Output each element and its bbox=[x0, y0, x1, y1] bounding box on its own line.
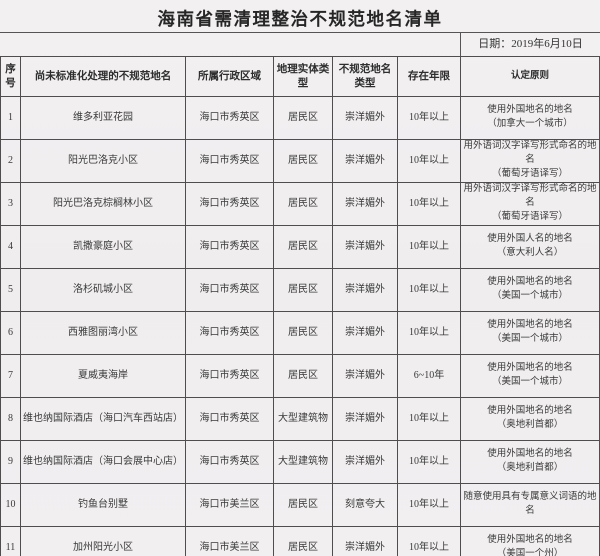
table-cell: 居民区 bbox=[274, 226, 333, 269]
table-cell: 居民区 bbox=[274, 527, 333, 556]
row-number-cell: 1 bbox=[1, 97, 21, 140]
table-cell: 崇洋媚外 bbox=[333, 355, 398, 398]
table-cell: 海口市美兰区 bbox=[186, 527, 274, 556]
table-cell: 用外语词汉字译写形式命名的地名 （葡萄牙语译写） bbox=[461, 140, 600, 183]
table-cell: 居民区 bbox=[274, 140, 333, 183]
table-cell: 刻意夸大 bbox=[333, 484, 398, 527]
table-cell: 居民区 bbox=[274, 355, 333, 398]
table-cell: 使用外国人名的地名 （意大利人名） bbox=[461, 226, 600, 269]
table-cell: 使用外国地名的地名 （美国一个城市） bbox=[461, 355, 600, 398]
row-number-cell: 3 bbox=[1, 183, 21, 226]
row-number-cell: 8 bbox=[1, 398, 21, 441]
table-cell: 随意使用具有专属意义词语的地名 bbox=[461, 484, 600, 527]
table-cell: 崇洋媚外 bbox=[333, 398, 398, 441]
table-cell: 加州阳光小区 bbox=[21, 527, 186, 556]
table-cell: 阳光巴洛克小区 bbox=[21, 140, 186, 183]
table-cell: 海口市秀英区 bbox=[186, 183, 274, 226]
table-cell: 维也纳国际酒店（海口会展中心店） bbox=[21, 441, 186, 484]
row-number-cell: 2 bbox=[1, 140, 21, 183]
table-cell: 居民区 bbox=[274, 183, 333, 226]
column-header: 序号 bbox=[1, 57, 21, 97]
table-cell: 居民区 bbox=[274, 312, 333, 355]
table-cell: 维也纳国际酒店（海口汽车西站店） bbox=[21, 398, 186, 441]
table-cell: 西雅图丽湾小区 bbox=[21, 312, 186, 355]
table-cell: 10年以上 bbox=[398, 97, 461, 140]
table-cell: 用外语词汉字译写形式命名的地名 （葡萄牙语译写） bbox=[461, 183, 600, 226]
row-number-cell: 7 bbox=[1, 355, 21, 398]
row-number-cell: 11 bbox=[1, 527, 21, 556]
table-cell: 凯撒豪庭小区 bbox=[21, 226, 186, 269]
table-cell: 使用外国地名的地名 （奥地利首都） bbox=[461, 441, 600, 484]
table-cell: 10年以上 bbox=[398, 183, 461, 226]
column-header: 不规范地名类型 bbox=[333, 57, 398, 97]
table-cell: 崇洋媚外 bbox=[333, 140, 398, 183]
table-cell: 使用外国地名的地名 （美国一个城市） bbox=[461, 312, 600, 355]
table-cell: 10年以上 bbox=[398, 441, 461, 484]
table-cell: 10年以上 bbox=[398, 140, 461, 183]
row-number-cell: 9 bbox=[1, 441, 21, 484]
table-cell: 10年以上 bbox=[398, 269, 461, 312]
table-grid: 序号 尚未标准化处理的不规范地名 所属行政区域 地理实体类型 不规范地名类型 存在年限 认定… bbox=[0, 56, 600, 556]
document-title: 海南省需清理整治不规范地名清单 bbox=[157, 9, 443, 29]
table-cell: 使用外国地名的地名 （美国一个城市） bbox=[461, 269, 600, 312]
table-cell: 海口市秀英区 bbox=[186, 355, 274, 398]
table-cell: 崇洋媚外 bbox=[333, 97, 398, 140]
table-cell: 阳光巴洛克棕榈林小区 bbox=[21, 183, 186, 226]
column-header: 所属行政区域 bbox=[186, 57, 274, 97]
table-cell: 10年以上 bbox=[398, 484, 461, 527]
table-cell: 居民区 bbox=[274, 484, 333, 527]
table-cell: 崇洋媚外 bbox=[333, 527, 398, 556]
date-strip: 日期：2019年6月10日 bbox=[0, 32, 600, 56]
table-cell: 海口市秀英区 bbox=[186, 226, 274, 269]
table-cell: 使用外国地名的地名 （奥地利首都） bbox=[461, 398, 600, 441]
table-cell: 海口市秀英区 bbox=[186, 269, 274, 312]
column-header: 地理实体类型 bbox=[274, 57, 333, 97]
table-cell: 使用外国地名的地名 （加拿大一个城市） bbox=[461, 97, 600, 140]
column-header: 尚未标准化处理的不规范地名 bbox=[21, 57, 186, 97]
column-header: 存在年限 bbox=[398, 57, 461, 97]
table-cell: 6~10年 bbox=[398, 355, 461, 398]
column-header: 认定原则 bbox=[461, 57, 600, 97]
table-cell: 崇洋媚外 bbox=[333, 183, 398, 226]
table-cell: 夏威夷海岸 bbox=[21, 355, 186, 398]
table-cell: 10年以上 bbox=[398, 398, 461, 441]
table-cell: 大型建筑物 bbox=[274, 441, 333, 484]
table-cell: 居民区 bbox=[274, 97, 333, 140]
row-number-cell: 5 bbox=[1, 269, 21, 312]
table-cell: 10年以上 bbox=[398, 527, 461, 556]
table-cell: 使用外国地名的地名 （美国一个州） bbox=[461, 527, 600, 556]
table-cell: 洛杉矶城小区 bbox=[21, 269, 186, 312]
table-cell: 崇洋媚外 bbox=[333, 441, 398, 484]
table-cell: 10年以上 bbox=[398, 226, 461, 269]
table-cell: 崇洋媚外 bbox=[333, 269, 398, 312]
table-cell: 海口市秀英区 bbox=[186, 398, 274, 441]
row-number-cell: 10 bbox=[1, 484, 21, 527]
table-cell: 大型建筑物 bbox=[274, 398, 333, 441]
table-cell: 海口市秀英区 bbox=[186, 441, 274, 484]
table-cell: 10年以上 bbox=[398, 312, 461, 355]
table-cell: 崇洋媚外 bbox=[333, 226, 398, 269]
table-cell: 海口市美兰区 bbox=[186, 484, 274, 527]
table-cell: 居民区 bbox=[274, 269, 333, 312]
table-cell: 海口市秀英区 bbox=[186, 140, 274, 183]
row-number-cell: 4 bbox=[1, 226, 21, 269]
table-cell: 海口市秀英区 bbox=[186, 312, 274, 355]
table-cell: 崇洋媚外 bbox=[333, 312, 398, 355]
table-cell: 钓鱼台别墅 bbox=[21, 484, 186, 527]
row-number-cell: 6 bbox=[1, 312, 21, 355]
table-cell: 维多利亚花园 bbox=[21, 97, 186, 140]
date-label: 日期：2019年6月10日 bbox=[460, 33, 600, 56]
table-cell: 海口市秀英区 bbox=[186, 97, 274, 140]
